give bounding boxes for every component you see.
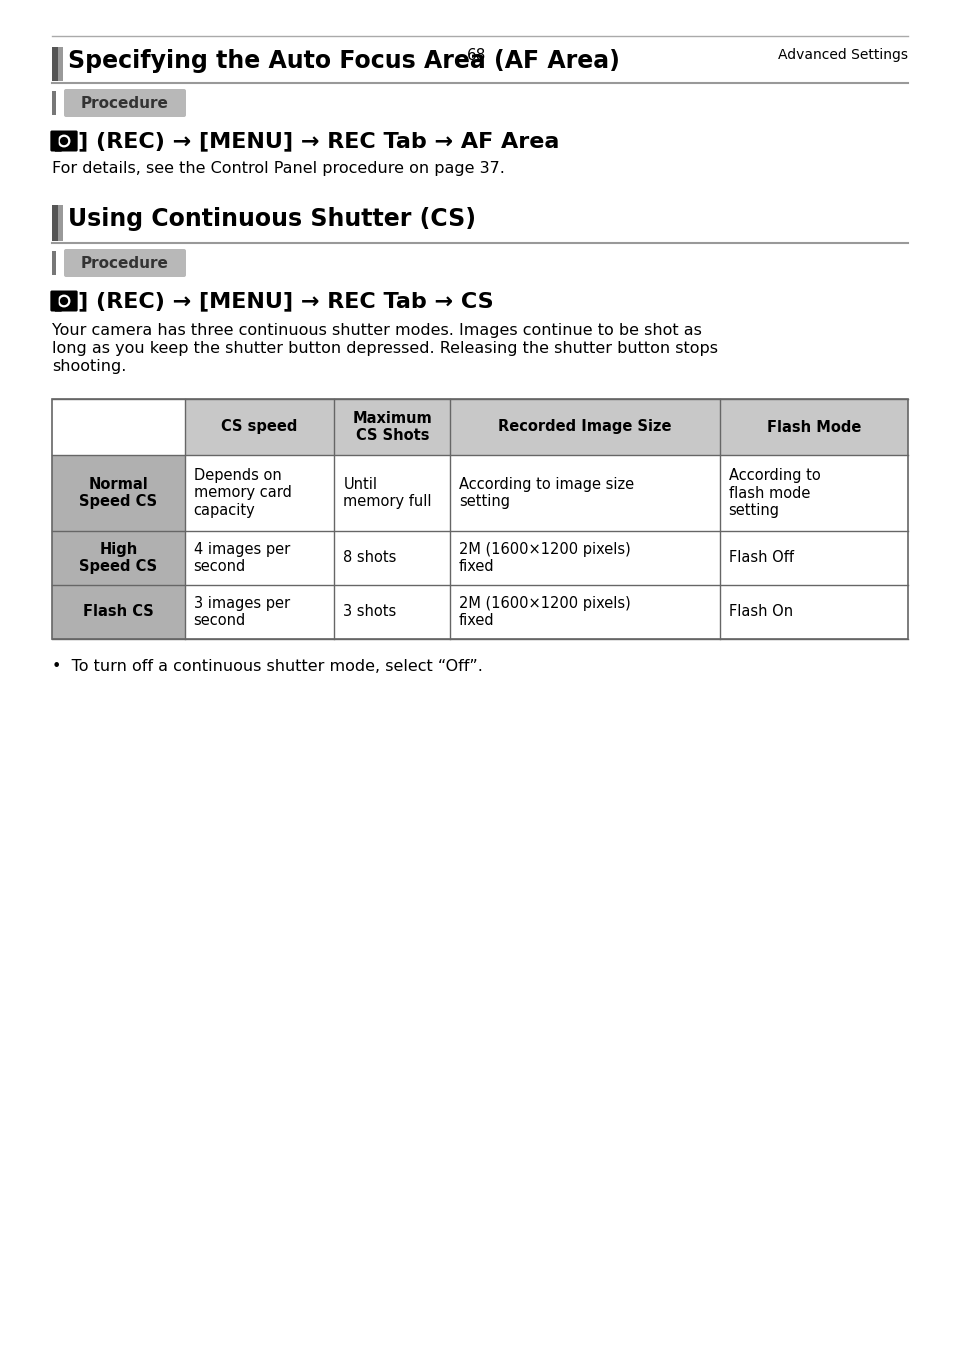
Text: ] (REC) → [MENU] → REC Tab → CS: ] (REC) → [MENU] → REC Tab → CS: [78, 290, 493, 311]
Text: 68: 68: [467, 47, 486, 62]
Bar: [52, 205, 58, 242]
Circle shape: [58, 296, 70, 307]
Text: 3 images per
second: 3 images per second: [193, 596, 290, 628]
Bar: [58, 205, 63, 242]
Text: Using Continuous Shutter (CS): Using Continuous Shutter (CS): [68, 208, 476, 231]
Bar: [52, 531, 185, 585]
Text: Until
memory full: Until memory full: [343, 476, 432, 509]
FancyBboxPatch shape: [51, 130, 77, 152]
Text: Advanced Settings: Advanced Settings: [778, 47, 907, 62]
Text: Maximum
CS Shots: Maximum CS Shots: [352, 411, 432, 444]
Text: Flash On: Flash On: [728, 604, 792, 620]
Text: long as you keep the shutter button depressed. Releasing the shutter button stop: long as you keep the shutter button depr…: [52, 341, 718, 356]
Text: •  To turn off a continuous shutter mode, select “Off”.: • To turn off a continuous shutter mode,…: [52, 660, 482, 674]
Text: 4 images per
second: 4 images per second: [193, 541, 290, 574]
Bar: [52, 251, 56, 275]
Text: [: [: [52, 132, 62, 151]
Text: Specifying the Auto Focus Area (AF Area): Specifying the Auto Focus Area (AF Area): [68, 49, 619, 73]
Text: 8 shots: 8 shots: [343, 551, 396, 566]
Text: ] (REC) → [MENU] → REC Tab → AF Area: ] (REC) → [MENU] → REC Tab → AF Area: [78, 132, 558, 151]
Text: Depends on
memory card
capacity: Depends on memory card capacity: [193, 468, 292, 518]
Text: CS speed: CS speed: [221, 419, 297, 434]
Text: Flash CS: Flash CS: [83, 604, 153, 620]
Text: shooting.: shooting.: [52, 360, 126, 375]
Text: High
Speed CS: High Speed CS: [79, 541, 157, 574]
Text: 2M (1600×1200 pixels)
fixed: 2M (1600×1200 pixels) fixed: [458, 596, 630, 628]
Bar: [52, 91, 56, 115]
FancyBboxPatch shape: [64, 248, 186, 277]
Circle shape: [58, 136, 70, 147]
Bar: [450, 399, 719, 455]
Bar: [52, 47, 58, 81]
Text: 3 shots: 3 shots: [343, 604, 396, 620]
Text: [: [: [52, 290, 62, 311]
Bar: [54, 292, 63, 296]
Circle shape: [60, 297, 68, 304]
Bar: [185, 399, 335, 455]
Text: Normal
Speed CS: Normal Speed CS: [79, 476, 157, 509]
FancyBboxPatch shape: [64, 90, 186, 117]
Text: Flash Mode: Flash Mode: [766, 419, 861, 434]
Bar: [52, 585, 185, 639]
Text: Your camera has three continuous shutter modes. Images continue to be shot as: Your camera has three continuous shutter…: [52, 323, 701, 338]
Bar: [52, 399, 907, 639]
Circle shape: [60, 137, 68, 144]
Bar: [52, 455, 185, 531]
Text: According to
flash mode
setting: According to flash mode setting: [728, 468, 820, 518]
Text: According to image size
setting: According to image size setting: [458, 476, 634, 509]
Text: Procedure: Procedure: [81, 255, 169, 270]
Bar: [58, 47, 63, 81]
Text: 2M (1600×1200 pixels)
fixed: 2M (1600×1200 pixels) fixed: [458, 541, 630, 574]
Bar: [54, 132, 63, 137]
Text: For details, see the Control Panel procedure on page 37.: For details, see the Control Panel proce…: [52, 161, 504, 176]
Bar: [719, 399, 907, 455]
Bar: [335, 399, 450, 455]
FancyBboxPatch shape: [51, 290, 77, 312]
Text: Procedure: Procedure: [81, 95, 169, 110]
Text: Flash Off: Flash Off: [728, 551, 793, 566]
Text: Recorded Image Size: Recorded Image Size: [497, 419, 671, 434]
